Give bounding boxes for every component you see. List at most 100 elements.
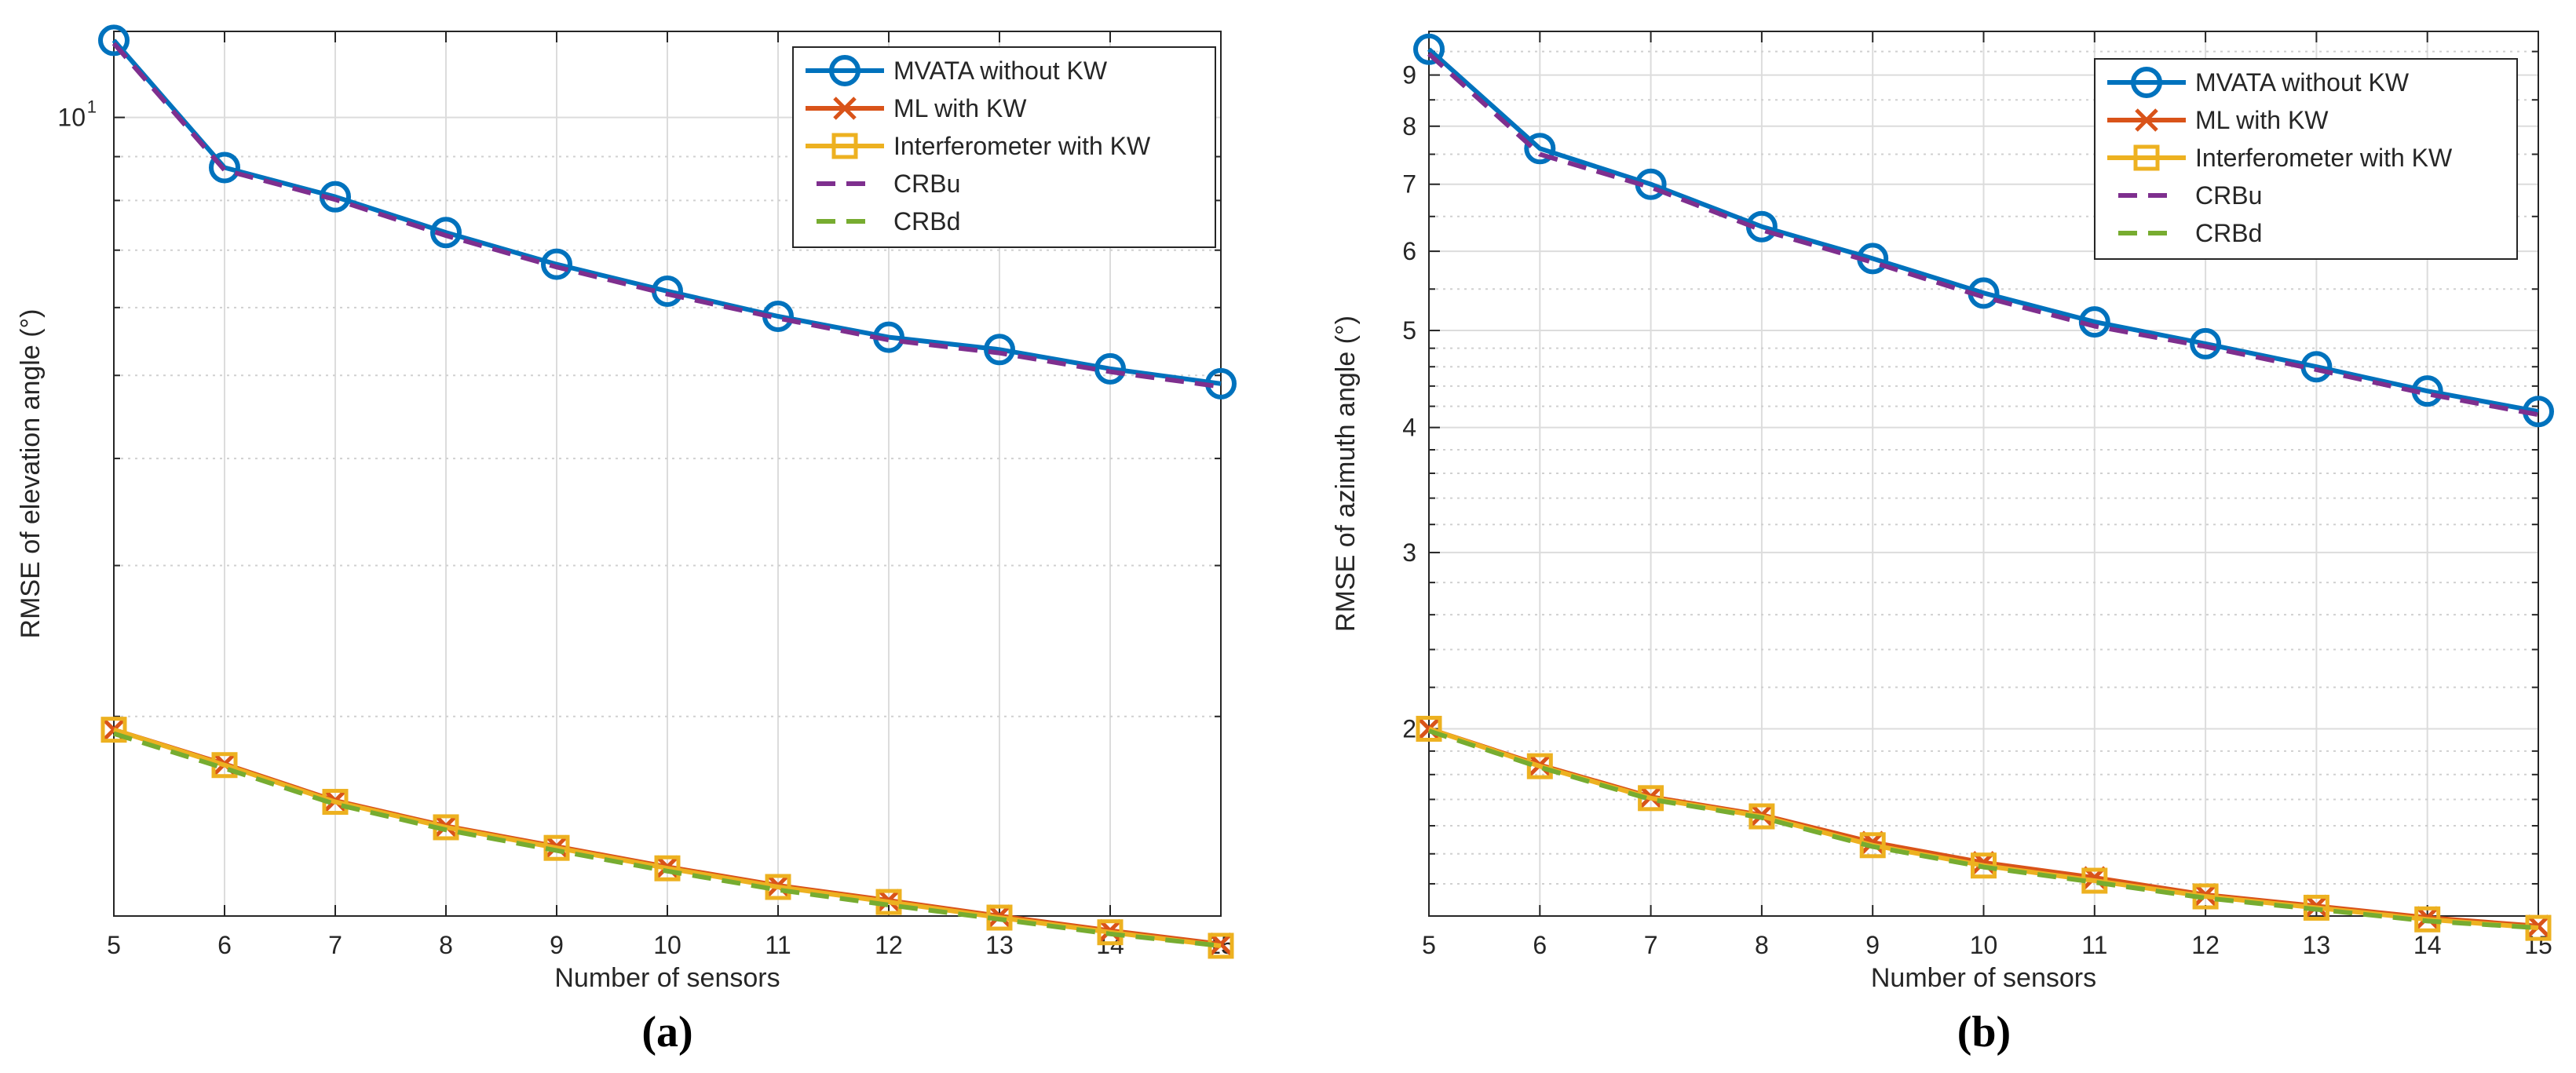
data-point <box>2131 67 2162 98</box>
legend-label: ML with KW <box>2195 106 2329 134</box>
legend-entry: ML with KW <box>806 94 1027 122</box>
series-line <box>113 727 1222 948</box>
series-line <box>111 42 1222 389</box>
legend-entry: CRBu <box>2118 181 2262 210</box>
x-tick-label: 13 <box>985 931 1014 959</box>
x-tick-label: 8 <box>439 931 453 959</box>
series-line <box>1427 47 2539 414</box>
data-point <box>1094 352 1126 385</box>
x-axis-label: Number of sensors <box>554 963 780 993</box>
series-line <box>113 731 1222 948</box>
data-point <box>829 55 860 86</box>
legend-entry: ML with KW <box>2107 106 2329 134</box>
data-point <box>100 717 127 743</box>
legend-entry: CRBd <box>2118 219 2262 247</box>
grid-minor <box>114 155 1221 717</box>
series-layer <box>98 24 1237 959</box>
panel-label: (a) <box>641 1008 692 1057</box>
legend-label: CRBu <box>893 170 960 198</box>
y-axis-label: RMSE of azimuth angle (°) <box>1331 316 1361 632</box>
legend[interactable]: MVATA without KW ML with KW Interferometer… <box>792 46 1216 248</box>
y-tick-label: 9 <box>1402 61 1416 89</box>
x-tick-label: 7 <box>1644 931 1658 959</box>
data-point <box>833 97 857 120</box>
x-tick-label: 14 <box>2413 931 2442 959</box>
legend-entry: Interferometer with KW <box>806 132 1151 160</box>
x-tick-label: 13 <box>2303 931 2331 959</box>
series-line <box>1428 728 2539 931</box>
x-tick-label: 7 <box>328 931 342 959</box>
y-tick-label: 8 <box>1402 112 1416 141</box>
x-tick-label: 10 <box>653 931 681 959</box>
series-layer <box>1413 33 2554 941</box>
legend-entry: Interferometer with KW <box>2107 144 2453 172</box>
data-point <box>831 133 858 159</box>
x-tick-label: 5 <box>107 931 121 959</box>
legend[interactable]: MVATA without KW ML with KW Interferometer… <box>2094 58 2518 260</box>
data-point <box>1524 133 1556 165</box>
x-tick-label: 12 <box>2191 931 2220 959</box>
legend-label: MVATA without KW <box>2195 68 2410 97</box>
data-point <box>430 217 462 249</box>
legend-label: CRBu <box>2195 181 2262 210</box>
series-mvata-without-kw <box>1413 33 2554 428</box>
data-point <box>541 248 572 280</box>
x-tick-label: 12 <box>875 931 903 959</box>
y-tick-label: 4 <box>1402 414 1416 442</box>
legend-label: CRBd <box>2195 219 2262 247</box>
y-tick-label: 3 <box>1402 538 1416 567</box>
legend-entry: MVATA without KW <box>2107 67 2410 98</box>
data-point <box>1413 33 1445 65</box>
data-point <box>543 834 570 861</box>
x-tick-label: 5 <box>1422 931 1436 959</box>
series-crbu <box>1427 52 2539 418</box>
legend-label: Interferometer with KW <box>2195 144 2453 172</box>
x-tick-label: 11 <box>2081 931 2107 959</box>
data-point <box>654 855 681 881</box>
y-tick-label: 10 <box>57 104 86 132</box>
y-axis-label: RMSE of elevation angle (°) <box>16 309 46 639</box>
data-point <box>1971 852 1997 879</box>
x-tick-label: 11 <box>765 931 791 959</box>
x-tick-label: 8 <box>1755 931 1769 959</box>
legend-entry: CRBu <box>817 170 960 198</box>
series-crbd <box>113 731 1222 948</box>
x-tick-label: 6 <box>1533 931 1547 959</box>
data-point <box>984 334 1015 366</box>
legend-entry: MVATA without KW <box>806 55 1108 86</box>
y-tick-label: 2 <box>1402 714 1416 743</box>
series-crbu <box>111 42 1222 389</box>
data-point <box>2135 108 2158 132</box>
data-point <box>1097 919 1124 946</box>
series-line <box>1427 52 2539 418</box>
grid-minor <box>1429 50 2538 885</box>
x-tick-label: 6 <box>217 931 232 959</box>
y-tick-label: 5 <box>1402 316 1416 345</box>
x-tick-label: 10 <box>1970 931 1998 959</box>
y-tick-label: 6 <box>1402 237 1416 265</box>
x-axis-label: Number of sensors <box>1871 963 2096 993</box>
legend-label: ML with KW <box>893 94 1027 122</box>
legend-label: CRBd <box>893 207 960 235</box>
legend-entry: CRBd <box>817 207 960 235</box>
series-mvata-without-kw <box>98 24 1237 400</box>
data-point <box>209 151 240 184</box>
legend-label: MVATA without KW <box>893 57 1108 85</box>
y-tick-exponent: 1 <box>87 97 97 117</box>
legend-label: Interferometer with KW <box>893 132 1151 160</box>
series-line <box>111 38 1222 386</box>
data-point <box>2133 144 2160 171</box>
x-tick-label: 9 <box>1865 931 1880 959</box>
panel-label: (b) <box>1957 1008 2011 1057</box>
y-tick-label: 7 <box>1402 170 1416 199</box>
data-point <box>1416 715 1442 742</box>
x-tick-label: 9 <box>550 931 564 959</box>
data-point <box>98 24 130 57</box>
series-crbd <box>1428 728 2539 931</box>
data-point <box>2190 327 2222 359</box>
